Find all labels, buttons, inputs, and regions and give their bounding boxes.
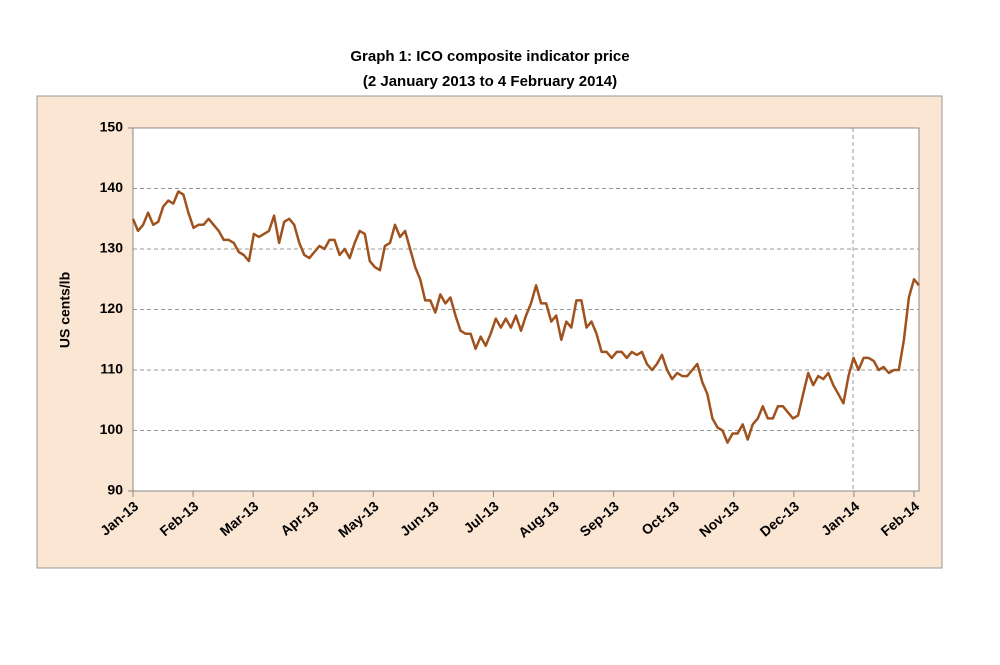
y-tick-label: 90: [107, 482, 123, 498]
y-tick-label: 100: [100, 421, 124, 437]
y-tick-label: 120: [100, 300, 124, 316]
y-tick-label: 150: [100, 119, 124, 135]
y-tick-label: 110: [100, 361, 123, 377]
price-line: [131, 190, 920, 444]
y-axis-label: US cents/lb: [57, 272, 73, 348]
y-tick-label: 140: [100, 179, 124, 195]
chart-subtitle: (2 January 2013 to 4 February 2014): [363, 73, 617, 90]
y-tick-label: 130: [100, 240, 124, 256]
chart-title: Graph 1: ICO composite indicator price: [350, 48, 629, 65]
